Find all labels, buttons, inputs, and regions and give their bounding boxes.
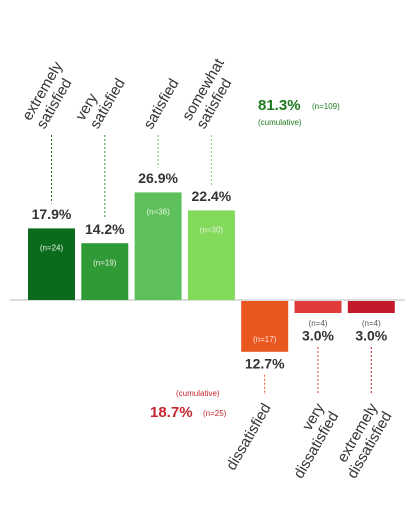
cumulative-value: 18.7% [150,404,193,421]
n-label: (n=19) [93,258,117,267]
n-label: (n=4) [362,319,381,328]
cumulative-n: (n=25) [203,409,227,418]
bar-value-label: 12.7% [245,356,285,372]
category-label: verydissatisfied [276,400,342,481]
bar-value-label: 14.2% [85,221,125,237]
n-label: (n=36) [146,208,170,217]
bar [187,210,235,300]
bar [294,301,342,313]
bar [28,228,75,300]
n-label: (n=17) [253,335,277,344]
bar-value-label: 26.9% [138,170,178,186]
category-label: somewhatsatisfied [179,55,243,132]
bar [81,243,129,300]
category-label: verysatisfied [72,67,129,131]
bar [134,192,182,300]
category-label: extremelysatisfied [19,58,81,131]
cumulative-note: (cumulative) [176,389,220,398]
bar-value-label: 3.0% [302,328,334,344]
bar-value-label: 17.9% [32,206,72,222]
cumulative-n: (n=109) [312,102,340,111]
cumulative-value: 81.3% [258,97,301,114]
category-label: extremelydissatisfied [329,400,395,481]
bar [241,301,289,352]
n-label: (n=4) [309,319,328,328]
category-label: dissatisfied [223,400,275,473]
bar-value-label: 3.0% [355,328,387,344]
bar-value-label: 22.4% [192,188,232,204]
n-label: (n=24) [40,244,64,253]
n-label: (n=30) [200,226,224,235]
cumulative-note: (cumulative) [258,118,302,127]
bar [347,301,395,313]
category-label: satisfied [140,76,182,132]
